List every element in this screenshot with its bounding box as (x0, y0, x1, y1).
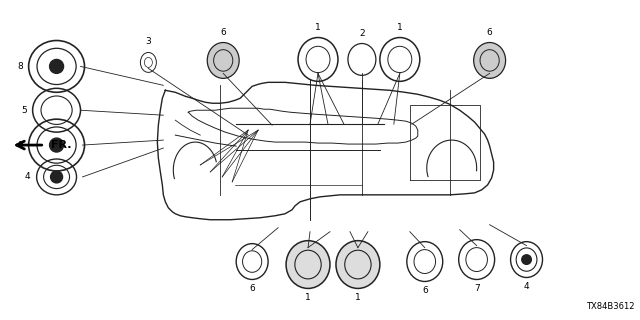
Circle shape (522, 255, 531, 264)
Text: 1: 1 (305, 293, 311, 302)
Text: 1: 1 (315, 22, 321, 32)
Text: 4: 4 (25, 172, 31, 181)
Circle shape (51, 171, 63, 183)
Text: 2: 2 (359, 28, 365, 37)
Text: 8: 8 (17, 140, 22, 149)
Ellipse shape (207, 43, 239, 78)
Circle shape (49, 138, 63, 152)
Text: 6: 6 (422, 286, 428, 295)
Text: 1: 1 (397, 22, 403, 32)
Text: 5: 5 (21, 106, 27, 115)
Text: 7: 7 (474, 284, 479, 293)
Text: 4: 4 (524, 283, 529, 292)
Text: 6: 6 (249, 284, 255, 293)
Text: 8: 8 (17, 62, 22, 71)
Ellipse shape (336, 241, 380, 288)
Text: 1: 1 (355, 293, 361, 302)
Text: 6: 6 (487, 28, 493, 36)
Text: FR.: FR. (51, 140, 71, 150)
Text: 3: 3 (145, 37, 151, 46)
Ellipse shape (286, 241, 330, 288)
Text: 6: 6 (220, 28, 226, 36)
Ellipse shape (474, 43, 506, 78)
Circle shape (49, 60, 63, 73)
Text: TX84B3612: TX84B3612 (586, 302, 634, 311)
